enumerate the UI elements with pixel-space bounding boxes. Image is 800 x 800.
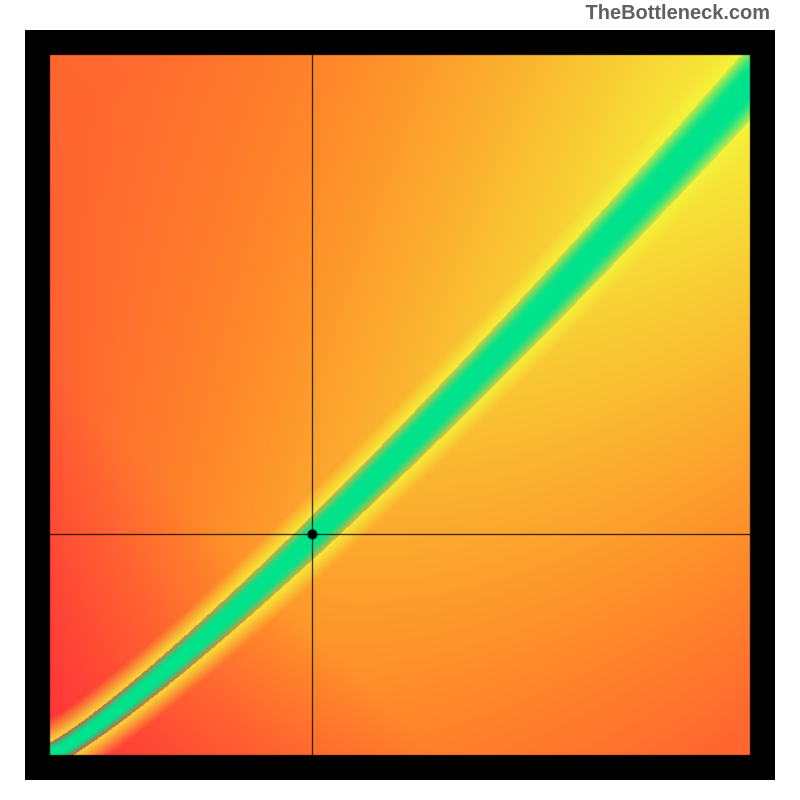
chart-container: TheBottleneck.com [0,0,800,800]
heatmap-canvas [25,30,775,780]
attribution-text: TheBottleneck.com [586,2,770,25]
